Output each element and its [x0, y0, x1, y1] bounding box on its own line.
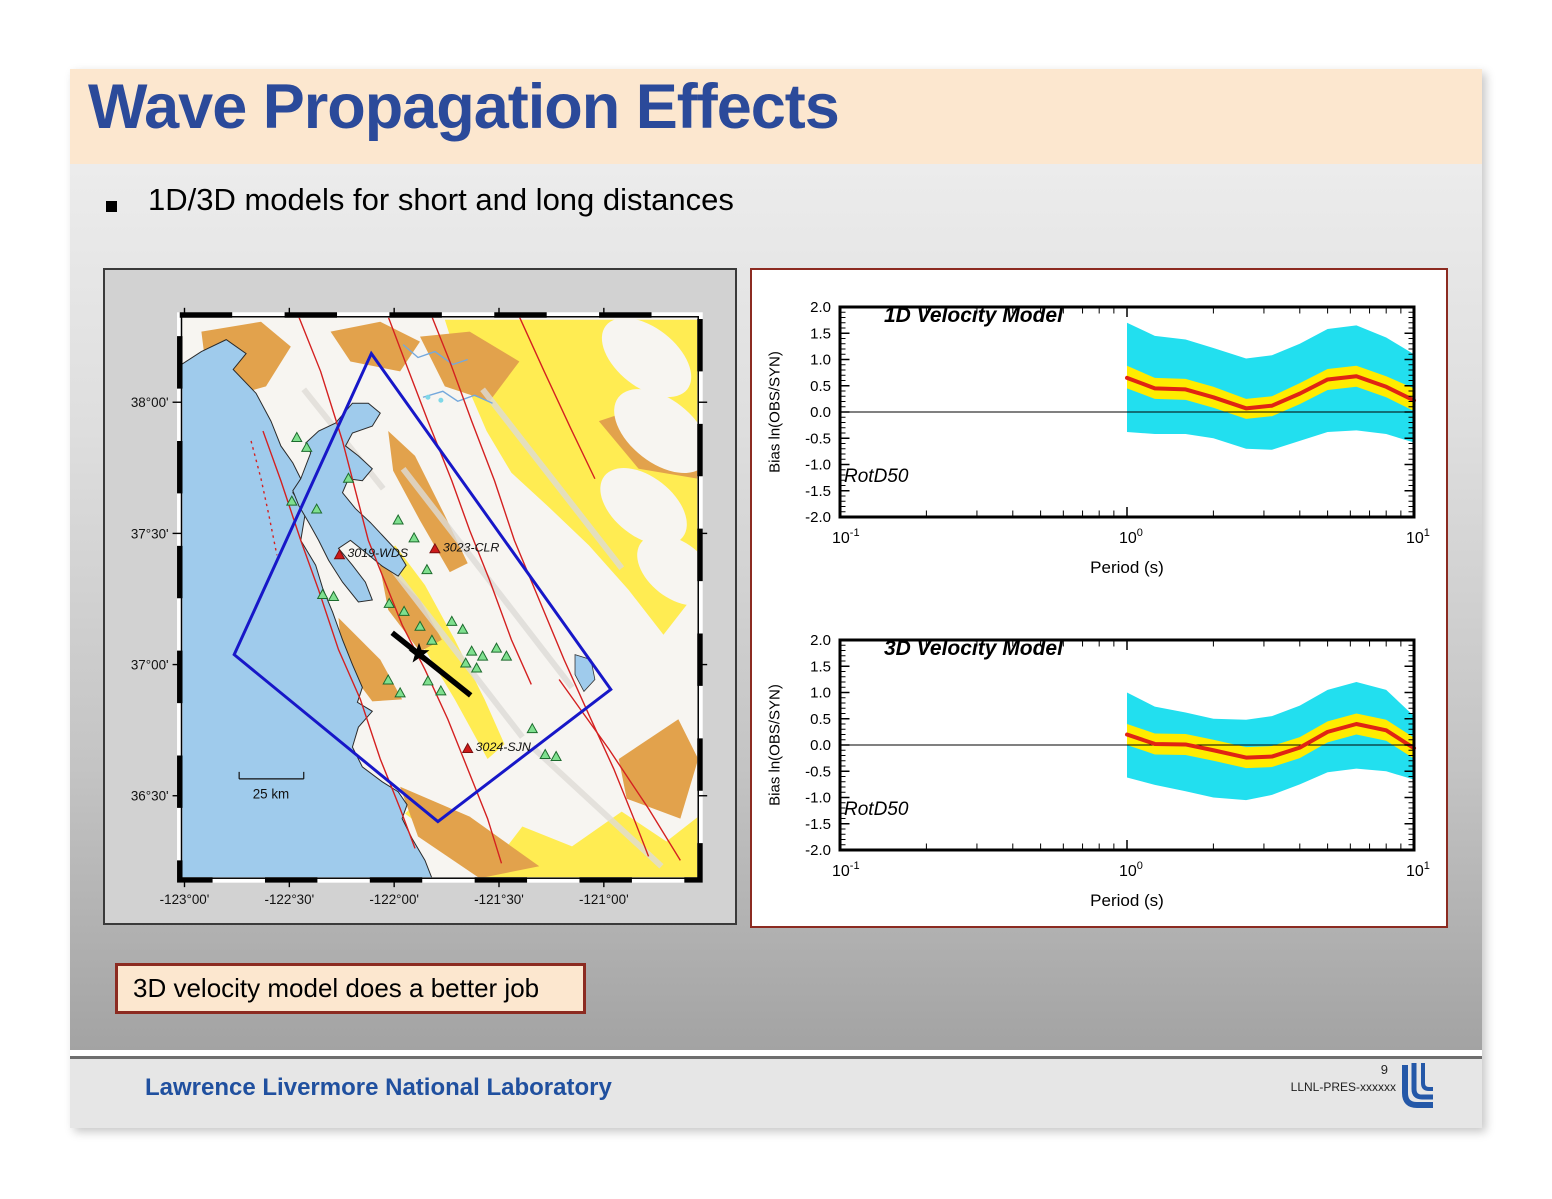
svg-text:100: 100	[1119, 860, 1143, 880]
svg-text:1.0: 1.0	[810, 352, 831, 369]
footer-divider	[70, 1056, 1482, 1059]
svg-text:-2.0: -2.0	[805, 509, 831, 526]
station-label: 3023-CLR	[443, 540, 500, 554]
y-axis-label: Bias ln(OBS/SYN)	[766, 351, 784, 473]
chart-3d-plot: 2.0 1.5 1.0 0.5 0.0 -0.5 -1.0 -1.5 -2.010-1 100 10…	[805, 632, 1430, 880]
station-label: 3024-SJN	[476, 740, 531, 754]
river-lines	[402, 344, 493, 404]
slide-header: Wave Propagation Effects	[70, 69, 1482, 164]
callout-text: 3D velocity model does a better job	[133, 973, 540, 1003]
station-label: 3019-WDS	[347, 546, 408, 560]
svg-text:10-1: 10-1	[832, 860, 860, 880]
chart-title: 1D Velocity Model	[884, 304, 1063, 327]
svg-text:0.5: 0.5	[810, 378, 831, 395]
chart-1d-plot: 2.0 1.5 1.0 0.5 0.0 -0.5 -1.0 -1.5 -2.010-1 100 10…	[805, 299, 1430, 547]
lat-label: 37°00'	[131, 658, 169, 673]
bay-area-map: 3019-WDS 3023-CLR 3024-SJN 25 km	[131, 307, 708, 907]
svg-text:-2.0: -2.0	[805, 842, 831, 859]
bullet-row: 1D/3D models for short and long distance…	[70, 164, 1482, 224]
rupture-trace	[390, 630, 473, 698]
charts-panel: 2.0 1.5 1.0 0.5 0.0 -0.5 -1.0 -1.5 -2.0 10-1 100 10…	[750, 268, 1448, 928]
lon-label: -122°00'	[369, 892, 419, 907]
svg-text:10-1: 10-1	[832, 527, 860, 547]
slide-title: Wave Propagation Effects	[88, 72, 840, 142]
svg-text:-1.5: -1.5	[805, 816, 831, 833]
svg-text:101: 101	[1406, 527, 1430, 547]
lat-label: 37°30'	[131, 526, 169, 541]
svg-text:0.5: 0.5	[810, 711, 831, 728]
callout-box: 3D velocity model does a better job	[115, 963, 586, 1014]
ocean	[181, 339, 433, 879]
lon-label: -121°00'	[579, 892, 629, 907]
svg-text:0.0: 0.0	[810, 404, 831, 421]
svg-text:101: 101	[1406, 860, 1430, 880]
footer-org-name: Lawrence Livermore National Laboratory	[145, 1074, 612, 1101]
svg-text:-1.0: -1.0	[805, 457, 831, 474]
chart-annotation: RotD50	[844, 799, 909, 820]
svg-text:-0.5: -0.5	[805, 763, 831, 780]
svg-text:1.5: 1.5	[810, 658, 831, 675]
slide-body: 1D/3D models for short and long distance…	[70, 164, 1482, 1050]
slide: Wave Propagation Effects 1D/3D models fo…	[70, 69, 1482, 1128]
svg-text:0.0: 0.0	[810, 737, 831, 754]
hill-white	[600, 317, 699, 606]
lon-label: -121°30'	[474, 892, 524, 907]
simulation-domain-box	[232, 350, 613, 824]
svg-text:1.5: 1.5	[810, 325, 831, 342]
lat-label: 36°30'	[131, 789, 169, 804]
llnl-logo-icon	[1402, 1063, 1433, 1108]
map-panel: 3019-WDS 3023-CLR 3024-SJN 25 km	[103, 268, 737, 925]
y-axis-label: Bias ln(OBS/SYN)	[766, 684, 784, 806]
x-axis-label: Period (s)	[1090, 891, 1164, 910]
lat-label: 38°00'	[131, 395, 169, 410]
chart-title: 3D Velocity Model	[884, 637, 1063, 660]
svg-text:-1.0: -1.0	[805, 790, 831, 807]
page-number: 9	[1380, 1062, 1388, 1077]
sf-bay	[292, 402, 407, 603]
chart-3d-velocity: 2.0 1.5 1.0 0.5 0.0 -0.5 -1.0 -1.5 -2.0 10-1 100 10…	[752, 603, 1446, 926]
scale-label: 25 km	[253, 787, 290, 802]
x-axis-label: Period (s)	[1090, 558, 1164, 577]
map-frame	[172, 307, 708, 888]
lon-label: -123°00'	[160, 892, 210, 907]
bullet-icon	[106, 201, 117, 212]
bullet-text: 1D/3D models for short and long distance…	[148, 182, 734, 217]
scale-bar	[238, 771, 305, 780]
svg-text:-0.5: -0.5	[805, 430, 831, 447]
delta-lake	[425, 394, 431, 400]
delta-lake	[438, 397, 444, 403]
svg-text:1.0: 1.0	[810, 685, 831, 702]
presentation-id: LLNL-PRES-xxxxxx	[1290, 1080, 1396, 1094]
fault-lines	[250, 316, 681, 864]
slide-footer: Lawrence Livermore National Laboratory 9…	[70, 1059, 1482, 1128]
svg-text:-1.5: -1.5	[805, 483, 831, 500]
chart-1d-velocity: 2.0 1.5 1.0 0.5 0.0 -0.5 -1.0 -1.5 -2.0 10-1 100 10…	[752, 270, 1446, 600]
svg-text:2.0: 2.0	[810, 299, 831, 316]
lon-label: -122°30'	[264, 892, 314, 907]
svg-text:100: 100	[1119, 527, 1143, 547]
epicenter-star-icon	[408, 642, 430, 663]
chart-annotation: RotD50	[844, 466, 909, 487]
svg-text:2.0: 2.0	[810, 632, 831, 649]
